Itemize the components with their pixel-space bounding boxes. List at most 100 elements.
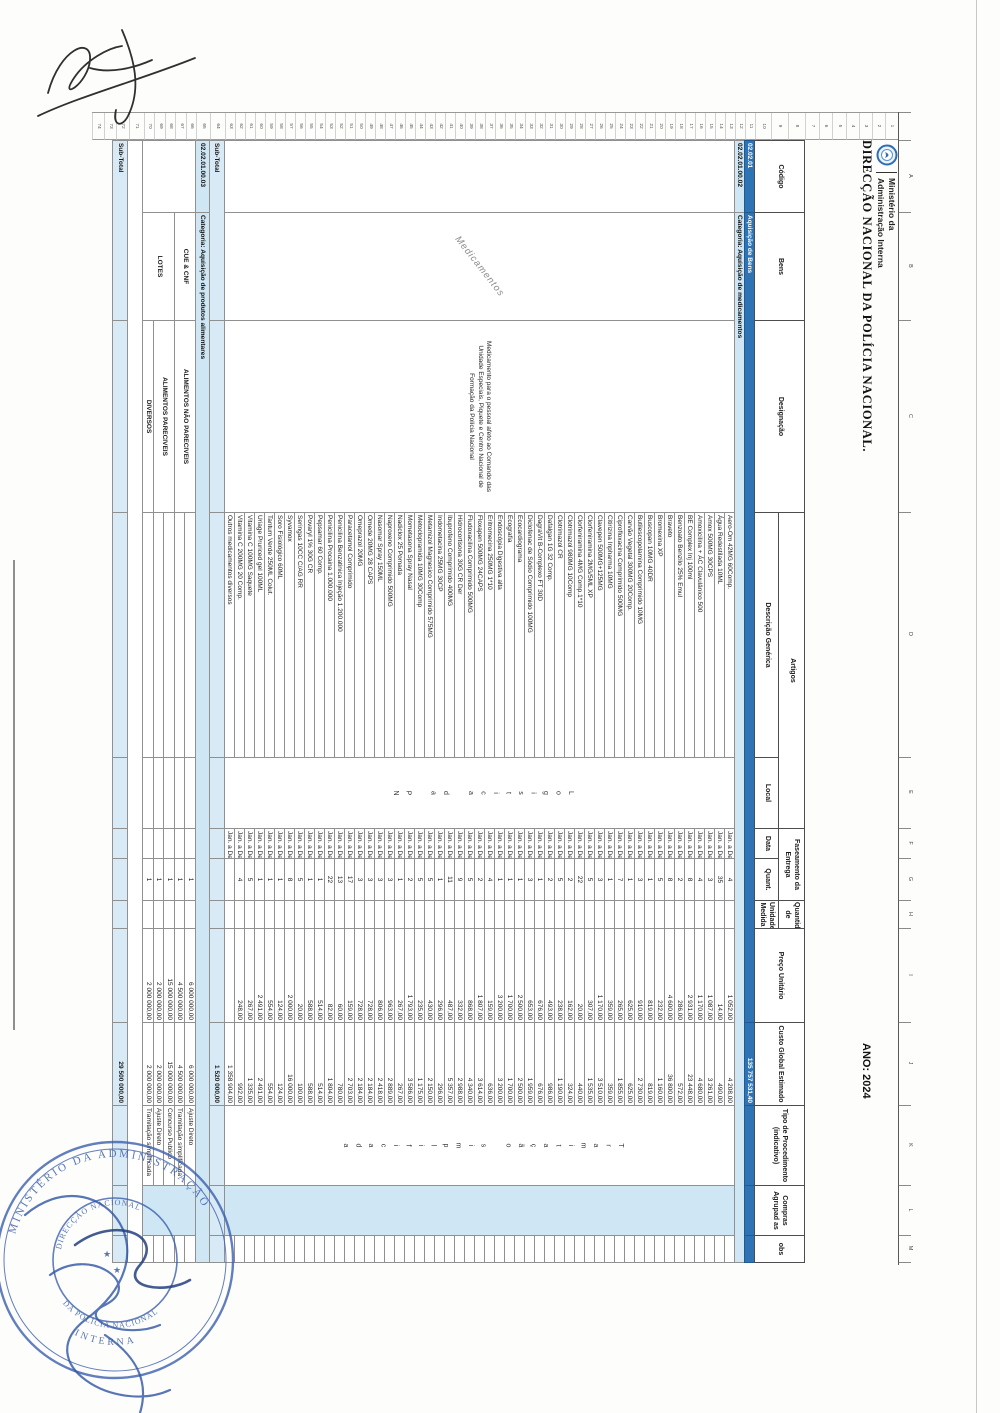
cell-obs xyxy=(504,1235,515,1263)
compras-merged xyxy=(224,1185,735,1236)
cell-unidade-medida xyxy=(614,900,625,929)
cell-data: Jan. a Dez. xyxy=(634,828,645,859)
cell-obs xyxy=(364,1235,375,1263)
column-tick xyxy=(899,140,911,141)
cell-obs xyxy=(604,1235,615,1263)
column-letter-D: D xyxy=(907,632,913,636)
cell-custo-global: 2 889,00 xyxy=(384,1022,395,1106)
cell-quant: 8 xyxy=(284,858,295,901)
empty-cell xyxy=(174,828,185,859)
cell-descricao: Hidrocortisona 30G CR Der xyxy=(454,512,465,758)
tipo-merged: Tramitação simplificada xyxy=(224,1105,735,1186)
cell-data: Jan. a Dez. xyxy=(714,828,725,859)
cell-data: Jan. a Dez. xyxy=(424,828,435,859)
empty-cell xyxy=(174,512,185,758)
cell-data: Jan. a Dez. xyxy=(584,828,595,859)
row-number: 62 xyxy=(235,113,245,140)
cell-descricao: BE Complex Inj 100ml xyxy=(684,512,695,758)
cell-quant: 3 xyxy=(524,858,535,901)
cell-custo-global: 1 335,00 xyxy=(244,1022,255,1106)
cell-unidade-medida xyxy=(153,900,164,929)
cell-preco-unitario: 159,00 xyxy=(344,928,355,1023)
cell-custo-global: 2 730,00 xyxy=(634,1022,645,1106)
cell-custo-global: 514,00 xyxy=(314,1022,325,1106)
cell-descricao: Pepsamar 60 Comp. xyxy=(314,512,325,758)
row-number: 32 xyxy=(535,113,545,140)
cell-preco-unitario: 267,00 xyxy=(394,928,405,1023)
cell-obs xyxy=(374,1235,385,1263)
cell-preco-unitario: 4 600,00 xyxy=(664,928,675,1023)
cell-quant: 1 xyxy=(153,858,164,901)
row-number: 24 xyxy=(615,113,625,140)
cell-descricao: Eritromecina 250MG 1*10 xyxy=(484,512,495,758)
ministry-logo-icon xyxy=(876,144,898,166)
cell-obs xyxy=(404,1235,415,1263)
row-number: 14 xyxy=(715,113,725,140)
cell-preco-unitario: 676,00 xyxy=(534,928,545,1023)
row-number: 3 xyxy=(859,113,872,140)
cell-quant: 1 xyxy=(264,858,275,901)
header-compras: Compras Agrupad as xyxy=(754,1185,805,1236)
cell-custo-global: 100,00 xyxy=(294,1022,305,1106)
cell-obs xyxy=(294,1235,305,1263)
cell-obs xyxy=(474,1235,485,1263)
cell-obs xyxy=(554,1235,565,1263)
cell-unidade-medida xyxy=(364,900,375,929)
cell-unidade-medida xyxy=(324,900,335,929)
column-letter-F: F xyxy=(907,841,913,845)
empty-cell xyxy=(174,757,185,829)
cell-preco-unitario: 1 170,00 xyxy=(694,928,705,1023)
cell-descricao: Outros medicamentos diversos xyxy=(224,512,235,758)
cell-obs xyxy=(434,1235,445,1263)
empty-cell xyxy=(153,512,164,758)
cell-descricao: Omede 20MG 28 CAPS xyxy=(364,512,375,758)
empty-cell xyxy=(185,512,196,758)
cell-preco-unitario: 819,00 xyxy=(644,928,655,1023)
cell-custo-global: 588,00 xyxy=(304,1022,315,1106)
cell-data: Jan. a Dez. xyxy=(674,828,685,859)
row-number: 15 xyxy=(705,113,715,140)
cell-obs xyxy=(324,1235,335,1263)
cell-unidade-medida xyxy=(484,900,495,929)
cell-quant: 1 xyxy=(504,858,515,901)
empty-cell xyxy=(209,828,225,859)
cell-data: Jan. a Dez. xyxy=(524,828,535,859)
cell-descricao: DagraVit B-Complexo FT 30D xyxy=(534,512,545,758)
cell-obs xyxy=(624,1235,635,1263)
cell-data: Jan. a Dez. xyxy=(624,828,635,859)
cell-unidade-medida xyxy=(654,900,665,929)
cell-quant: 5 xyxy=(424,858,435,901)
cell-descricao: Diclofenac de Sódio Comprimido 100MG xyxy=(524,512,535,758)
ministry-line2: Administração Interna xyxy=(876,178,887,268)
cell-quant: 4 xyxy=(234,858,245,901)
cell-preco-unitario: 728,00 xyxy=(364,928,375,1023)
cell-unidade-medida xyxy=(374,900,385,929)
header-bens: Bens xyxy=(754,212,805,321)
cell-custo-global: 2 988,00 xyxy=(454,1022,465,1106)
cell-unidade-medida xyxy=(674,900,685,929)
scan-edge-line xyxy=(976,0,977,1413)
empty-cell xyxy=(744,1185,755,1236)
cell-data: Jan. a Dez. xyxy=(284,828,295,859)
cell-unidade-medida xyxy=(644,900,655,929)
cell-data: Jan. a Dez. xyxy=(464,828,475,859)
cell-preco-unitario: 588,00 xyxy=(304,928,315,1023)
cell-custo-global: 3 586,00 xyxy=(404,1022,415,1106)
cell-descricao: Tantum Verde 250ML Colut. xyxy=(264,512,275,758)
cell-quant: 35 xyxy=(714,858,725,901)
svg-text:DIRECÇÃO NACIONAL: DIRECÇÃO NACIONAL xyxy=(54,1198,143,1250)
cell-custo-global: 1 855,00 xyxy=(614,1022,625,1106)
cell-quant: 8 xyxy=(684,858,695,901)
cell-descricao: Indometacina 25MG 30CP xyxy=(434,512,445,758)
row-number: 60 xyxy=(255,113,265,140)
cell-preco-unitario: 2 000 000,00 xyxy=(153,928,164,1023)
cell-preco-unitario: 4 500 000,00 xyxy=(174,928,185,1023)
cell-quant: 1 xyxy=(644,858,655,901)
cell-data: Jan. a Dez. xyxy=(704,828,715,859)
cell-descricao: Metamizol Magnesico Comprimido 575MG xyxy=(424,512,435,758)
cell-preco-unitario: 82,00 xyxy=(324,928,335,1023)
column-letter-C: C xyxy=(907,414,913,418)
column-letter-K: K xyxy=(907,1143,913,1147)
row-number: 31 xyxy=(545,113,555,140)
row-number: 51 xyxy=(345,113,355,140)
